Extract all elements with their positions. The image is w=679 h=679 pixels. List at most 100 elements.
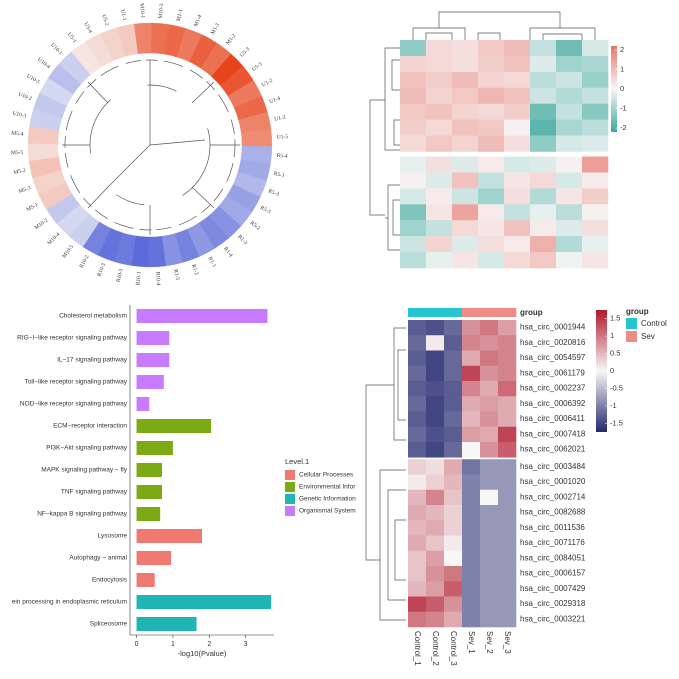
heatmap-cell	[498, 550, 517, 567]
row-label: hsa_circ_0003221	[520, 614, 586, 623]
bar	[136, 463, 162, 477]
heatmap-cell	[480, 442, 499, 458]
bar	[136, 507, 161, 521]
heatmap-cell	[426, 474, 445, 491]
heatmap-cell	[426, 320, 445, 336]
heatmap-cell	[408, 489, 427, 506]
ring-label: M5-5	[11, 150, 24, 157]
heatmap-cell	[444, 489, 463, 506]
group-bar	[480, 308, 499, 317]
group-bar	[498, 308, 517, 317]
heatmap-cell	[408, 566, 427, 582]
row-label: hsa_circ_0007418	[520, 429, 586, 438]
heatmap-cell	[498, 396, 517, 412]
heatmap-cell	[530, 71, 557, 89]
heatmap-cell	[400, 135, 427, 152]
heatmap-cell	[582, 71, 609, 89]
heatmap-cell	[462, 566, 481, 582]
heatmap-cell	[444, 442, 463, 458]
heatmap-cell	[480, 350, 499, 367]
heatmap-cell	[582, 252, 609, 269]
heatmap-cell	[400, 220, 427, 237]
heatmap-cell	[426, 411, 445, 428]
row-label: hsa_circ_0054597	[520, 353, 586, 362]
ring-label: M1-4	[193, 14, 203, 28]
heatmap-cell	[504, 188, 531, 205]
row-label: hsa_circ_0001944	[520, 323, 586, 332]
heatmap-cell	[462, 320, 481, 336]
colorbar-label: 2	[620, 45, 624, 54]
group-bar	[444, 308, 463, 317]
heatmap-cell	[504, 204, 531, 221]
legend-swatch	[285, 482, 295, 492]
heatmap-cell	[530, 87, 557, 105]
heatmap-cell	[426, 365, 445, 382]
heatmap-cell	[498, 335, 517, 351]
row-label: hsa_circ_0084051	[520, 553, 586, 562]
heatmap-cell	[498, 365, 517, 382]
ring-label: R5-4	[276, 153, 288, 160]
ring-label: R10-2	[79, 254, 91, 269]
ring-label: U5-4	[82, 21, 93, 34]
heatmap-cell	[582, 220, 609, 237]
bar	[136, 595, 272, 609]
heatmap-cell	[480, 566, 499, 582]
heatmap-cell	[408, 365, 427, 382]
heatmap-cell	[408, 474, 427, 491]
heatmap-cell	[452, 236, 479, 253]
bar	[136, 375, 164, 389]
row-label: hsa_circ_0003484	[520, 462, 586, 471]
heatmap-cell	[504, 103, 531, 120]
heatmap-cell	[426, 40, 453, 57]
heatmap-cell	[582, 172, 609, 189]
category-label: IL−17 signaling pathway	[57, 357, 128, 364]
group-bar	[426, 308, 445, 317]
heatmap-cell	[478, 156, 505, 173]
colorbar-label: 0	[610, 366, 614, 375]
heatmap-cell	[498, 320, 517, 336]
heatmap-cell	[498, 411, 517, 428]
row-label: hsa_circ_0029318	[520, 599, 586, 608]
heatmap-cell	[408, 426, 427, 443]
heatmap-cell	[478, 172, 505, 189]
heatmap-cell	[478, 71, 505, 89]
ring-label: M10-1	[138, 3, 145, 19]
ring-label: U10-2	[17, 91, 33, 102]
heatmap-cell	[408, 505, 427, 521]
heatmap-cell	[400, 204, 427, 221]
heatmap-cell	[504, 252, 531, 269]
heatmap-cell	[582, 135, 609, 152]
heatmap-cell	[426, 252, 453, 269]
heatmap-cell	[478, 119, 505, 136]
heatmap-cell	[426, 350, 445, 367]
heatmap-cell	[480, 489, 499, 506]
dendro-branches	[62, 60, 240, 235]
heatmap-cell	[462, 411, 481, 428]
heatmap-cell	[478, 236, 505, 253]
bar	[136, 441, 173, 455]
category-label: ein processing in endoplasmic reticulum	[12, 599, 127, 606]
heatmap-cell	[462, 396, 481, 412]
heatmap-cell	[426, 566, 445, 582]
ring-label: M10-4	[46, 232, 61, 247]
legend-swatch	[285, 494, 295, 504]
heatmap-cell	[504, 55, 531, 73]
category-label: MAPK signaling pathway − fly	[41, 467, 128, 474]
ring-label: R1-1	[207, 256, 218, 269]
ring-label: U5-1	[66, 32, 78, 45]
heatmap-cell	[452, 220, 479, 237]
x-axis-label: -log10(Pvalue)	[178, 649, 227, 658]
colorbar-label: -1	[620, 104, 627, 113]
category-label: Spliceosome	[90, 621, 128, 628]
heatmap-cell	[426, 581, 445, 597]
heatmap-cell	[462, 474, 481, 491]
row-label: hsa_circ_0071176	[520, 538, 585, 547]
heatmap-cell	[452, 71, 479, 89]
bar	[136, 397, 150, 411]
heatmap-cell	[408, 520, 427, 536]
ring-label: M5-3	[18, 185, 32, 195]
row-dendrogram	[369, 47, 400, 251]
heatmap-cell	[452, 204, 479, 221]
heatmap-cell	[556, 87, 583, 105]
heatmap-cell	[444, 426, 463, 443]
